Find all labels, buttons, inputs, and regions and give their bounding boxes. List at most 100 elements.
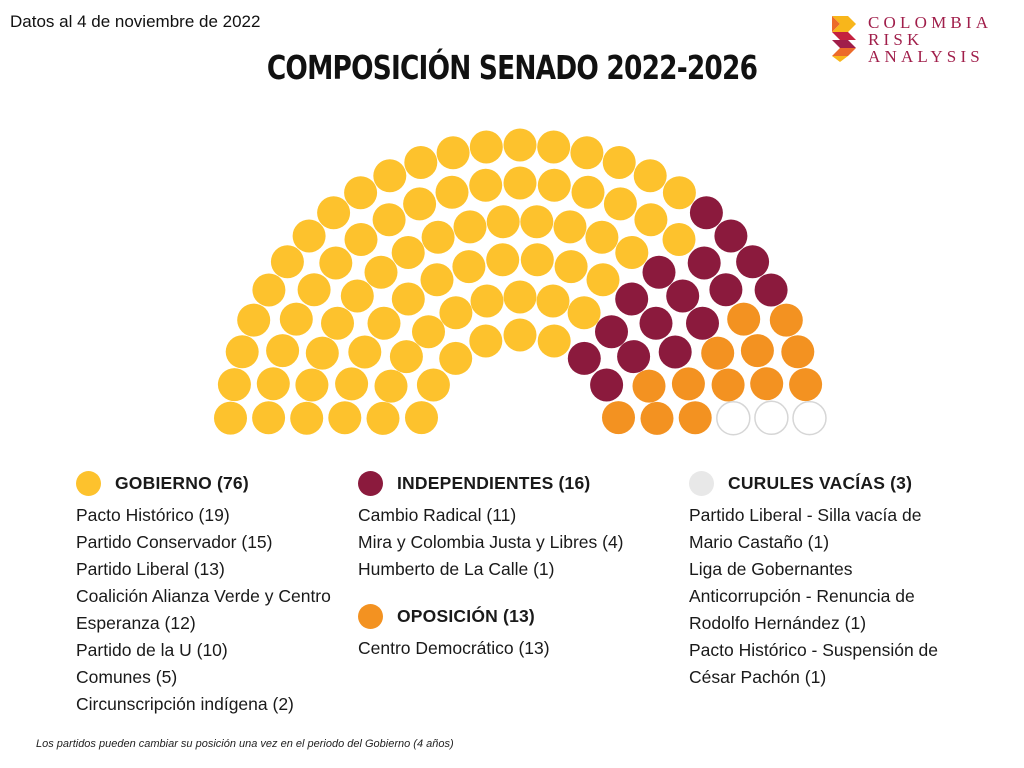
seat-oposición — [789, 368, 823, 402]
seat-oposición — [750, 367, 784, 401]
seat-gobierno — [662, 223, 696, 256]
seat-gobierno — [537, 324, 571, 358]
legend-header: GOBIERNO (76) — [76, 466, 338, 500]
seat-independientes — [567, 341, 601, 375]
seat-gobierno — [452, 250, 486, 284]
seat-gobierno — [366, 401, 400, 435]
seat-gobierno — [503, 128, 537, 162]
seat-curules-vacías — [754, 400, 789, 436]
seat-oposición — [701, 336, 735, 370]
seat-gobierno — [344, 223, 378, 256]
seat-gobierno — [252, 401, 286, 435]
company-logo: Colombia Risk Analysis — [828, 14, 1018, 70]
legend-item: Partido Liberal - Silla vacía de Mario C… — [689, 505, 922, 552]
legend-item: Cambio Radical (11) — [358, 505, 517, 525]
seat-independientes — [639, 306, 673, 340]
seat-gobierno — [585, 220, 619, 254]
seat-oposición — [727, 302, 761, 336]
seat-gobierno — [279, 302, 313, 336]
senate-hemicycle-chart — [214, 128, 827, 436]
seat-gobierno — [615, 236, 649, 269]
seat-gobierno — [348, 335, 382, 369]
legend-item: Partido Liberal (13) — [76, 559, 225, 579]
seat-gobierno — [662, 176, 696, 210]
seat-gobierno — [554, 250, 588, 284]
seat-independientes — [714, 219, 748, 253]
seat-independientes — [709, 273, 743, 307]
legend-item: Humberto de La Calle (1) — [358, 559, 555, 579]
footnote: Los partidos pueden cambiar su posición … — [36, 738, 454, 750]
seat-gobierno — [469, 324, 503, 358]
legend-item: Coalición Alianza Verde y Centro Esperan… — [76, 586, 331, 633]
date-note: Datos al 4 de noviembre de 2022 — [10, 12, 261, 31]
legend-item: Circunscripción indígena (2) — [76, 694, 294, 714]
legend-swatch-icon — [358, 603, 383, 629]
seat-gobierno — [469, 168, 503, 202]
logo-word-2: Risk — [868, 30, 924, 49]
legend-title: GOBIERNO (76) — [115, 472, 249, 493]
seat-gobierno — [503, 166, 537, 200]
seat-oposición — [740, 334, 774, 368]
seat-oposición — [671, 367, 705, 401]
seat-independientes — [754, 273, 788, 307]
legend-swatch-icon — [689, 470, 714, 496]
seat-gobierno — [372, 203, 406, 237]
seat-gobierno — [305, 336, 339, 370]
seat-gobierno — [586, 263, 620, 297]
seat-independientes — [617, 340, 651, 374]
seat-gobierno — [225, 335, 259, 369]
seat-gobierno — [470, 284, 504, 318]
seat-gobierno — [328, 401, 362, 435]
seat-gobierno — [503, 280, 537, 314]
legend-column-independientes-oposicion: INDEPENDIENTES (16) Cambio Radical (11) Mi… — [358, 466, 668, 670]
seat-gobierno — [404, 146, 438, 179]
legend-header: INDEPENDIENTES (16) — [358, 466, 668, 500]
seat-oposición — [781, 335, 815, 369]
seat-gobierno — [389, 340, 423, 374]
seat-independientes — [666, 279, 700, 313]
legend-group: GOBIERNO (76) Pacto Histórico (19) Partido… — [76, 466, 338, 718]
logo-word-3: Analysis — [868, 47, 984, 66]
seat-gobierno — [364, 255, 398, 289]
chart-title: COMPOSICIÓN SENADO 2022-2026 — [266, 48, 758, 87]
seat-independientes — [687, 246, 721, 280]
legend-column-gobierno: GOBIERNO (76) Pacto Histórico (19) Partido… — [76, 466, 338, 726]
seat-independientes — [642, 255, 676, 289]
seat-gobierno — [340, 279, 374, 313]
seat-independientes — [590, 368, 624, 402]
logo-mark-icon — [832, 16, 856, 62]
legend-title: CURULES VACÍAS (3) — [728, 472, 913, 493]
seat-gobierno — [567, 296, 601, 330]
legend-item: Liga de Gobernantes Anticorrupción - Ren… — [689, 559, 915, 633]
legend-column-curules-vacias: CURULES VACÍAS (3) Partido Liberal - Sill… — [689, 466, 951, 699]
seat-gobierno — [237, 303, 271, 337]
seat-gobierno — [374, 369, 408, 403]
seat-oposición — [711, 368, 745, 402]
seat-oposición — [678, 401, 712, 435]
legend-group: OPOSICIÓN (13) Centro Democrático (13) — [358, 599, 668, 662]
seat-gobierno — [295, 368, 329, 402]
logo-word-1: Colombia — [868, 13, 993, 32]
seat-gobierno — [537, 168, 571, 202]
legend-item: Centro Democrático (13) — [358, 638, 550, 658]
seat-gobierno — [403, 187, 437, 221]
seat-gobierno — [391, 236, 425, 269]
seat-gobierno — [405, 401, 438, 435]
seat-gobierno — [256, 367, 290, 401]
seat-gobierno — [486, 205, 520, 239]
seat-oposición — [769, 303, 803, 337]
seat-gobierno — [214, 401, 247, 435]
seat-gobierno — [570, 136, 604, 170]
legend-header: OPOSICIÓN (13) — [358, 599, 668, 633]
seat-gobierno — [469, 130, 503, 164]
seat-gobierno — [602, 146, 636, 179]
seat-gobierno — [335, 367, 369, 401]
seat-gobierno — [319, 246, 353, 280]
seat-oposición — [602, 401, 635, 435]
seat-gobierno — [391, 282, 425, 316]
seat-gobierno — [412, 315, 445, 349]
seat-gobierno — [571, 175, 605, 209]
seat-gobierno — [416, 368, 450, 402]
seat-gobierno — [520, 205, 554, 239]
seat-gobierno — [367, 306, 401, 340]
